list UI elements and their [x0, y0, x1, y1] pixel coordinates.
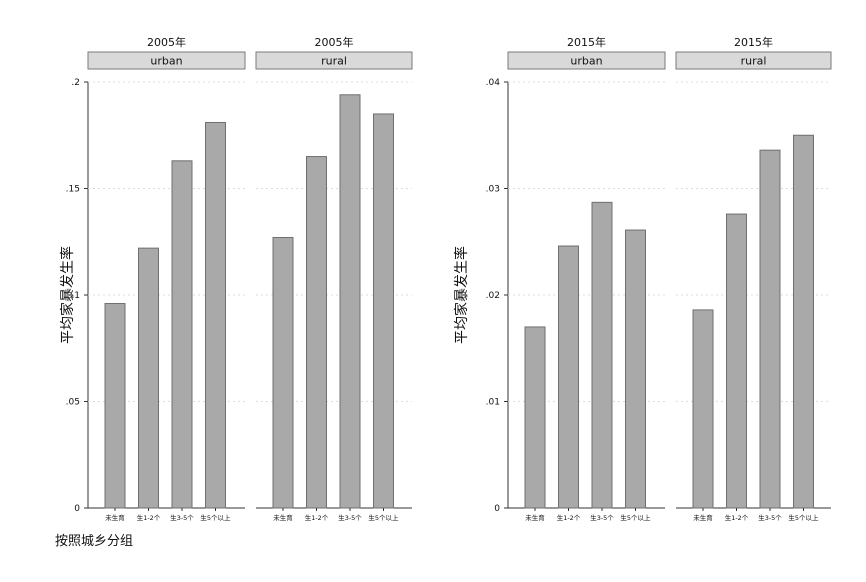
bar	[272, 236, 294, 509]
bar	[726, 213, 747, 509]
panel-group-label: urban	[570, 55, 602, 68]
bar	[306, 156, 327, 509]
chart-panel: 2005年 rural 未生育 生1-2个 生3-5个 生5个以上	[255, 35, 413, 522]
y-tick-label: .15	[66, 185, 80, 195]
bar	[373, 113, 394, 509]
x-tick-label: 生5个以上	[788, 513, 819, 522]
panel-year-label: 2005年	[315, 35, 354, 49]
chart-panel: 2015年 rural 未生育 生1-2个 生3-5个 生5个以上	[675, 35, 832, 522]
bar	[591, 201, 613, 509]
panel-header-box	[675, 51, 832, 70]
panel-group-label: urban	[150, 55, 182, 68]
x-tick-label: 生1-2个	[137, 513, 161, 522]
y-tick-label: .02	[486, 291, 500, 301]
bar	[339, 94, 361, 509]
x-tick-label: 未生育	[273, 513, 293, 522]
bar	[625, 229, 646, 509]
panel-year-label: 2015年	[567, 35, 606, 49]
chart-panel: 2005年 urban 未生育 生1-2个 生3-5个 生5个以上	[87, 35, 246, 522]
x-tick-label: 生5个以上	[368, 513, 399, 522]
panel-group-label: rural	[321, 55, 347, 68]
x-tick-label: 生3-5个	[338, 513, 362, 522]
x-tick-label: 未生育	[525, 513, 545, 522]
y-tick-label: .01	[486, 398, 500, 408]
panel-year-label: 2005年	[147, 35, 186, 49]
bar	[205, 121, 226, 509]
bar	[759, 149, 781, 509]
x-tick-label: 生1-2个	[305, 513, 329, 522]
bar	[524, 326, 546, 509]
bar	[104, 303, 126, 509]
panel-year-label: 2015年	[734, 35, 773, 49]
y-axis-title: 平均家暴发生率	[59, 246, 76, 344]
panel-header-box	[507, 51, 666, 70]
y-tick-label: .2	[71, 78, 80, 88]
y-tick-label: .05	[66, 398, 80, 408]
x-tick-label: 生5个以上	[200, 513, 231, 522]
x-tick-label: 未生育	[105, 513, 125, 522]
x-tick-label: 生3-5个	[758, 513, 782, 522]
y-tick-label: .04	[486, 78, 501, 88]
y-axis-title: 平均家暴发生率	[453, 246, 470, 344]
x-tick-label: 生3-5个	[590, 513, 614, 522]
x-tick-label: 生3-5个	[170, 513, 194, 522]
y-tick-label: .03	[486, 185, 500, 195]
bar	[692, 309, 714, 509]
chart-panel: 2015年 urban 未生育 生1-2个 生3-5个 生5个以上	[507, 35, 666, 522]
panel-group-label: rural	[741, 55, 767, 68]
x-tick-label: 生5个以上	[620, 513, 651, 522]
y-tick-label: .1	[71, 291, 80, 301]
x-tick-label: 未生育	[693, 513, 713, 522]
x-tick-label: 生1-2个	[725, 513, 749, 522]
bar	[138, 247, 159, 509]
y-tick-label: 0	[494, 504, 500, 514]
bar	[171, 160, 193, 509]
panel-header-box	[255, 51, 413, 70]
bar	[558, 245, 579, 509]
grouping-note: 按照城乡分组	[55, 534, 134, 549]
panel-header-box	[87, 51, 246, 70]
y-tick-label: 0	[74, 504, 80, 514]
x-tick-label: 生1-2个	[557, 513, 581, 522]
bar	[793, 134, 814, 509]
